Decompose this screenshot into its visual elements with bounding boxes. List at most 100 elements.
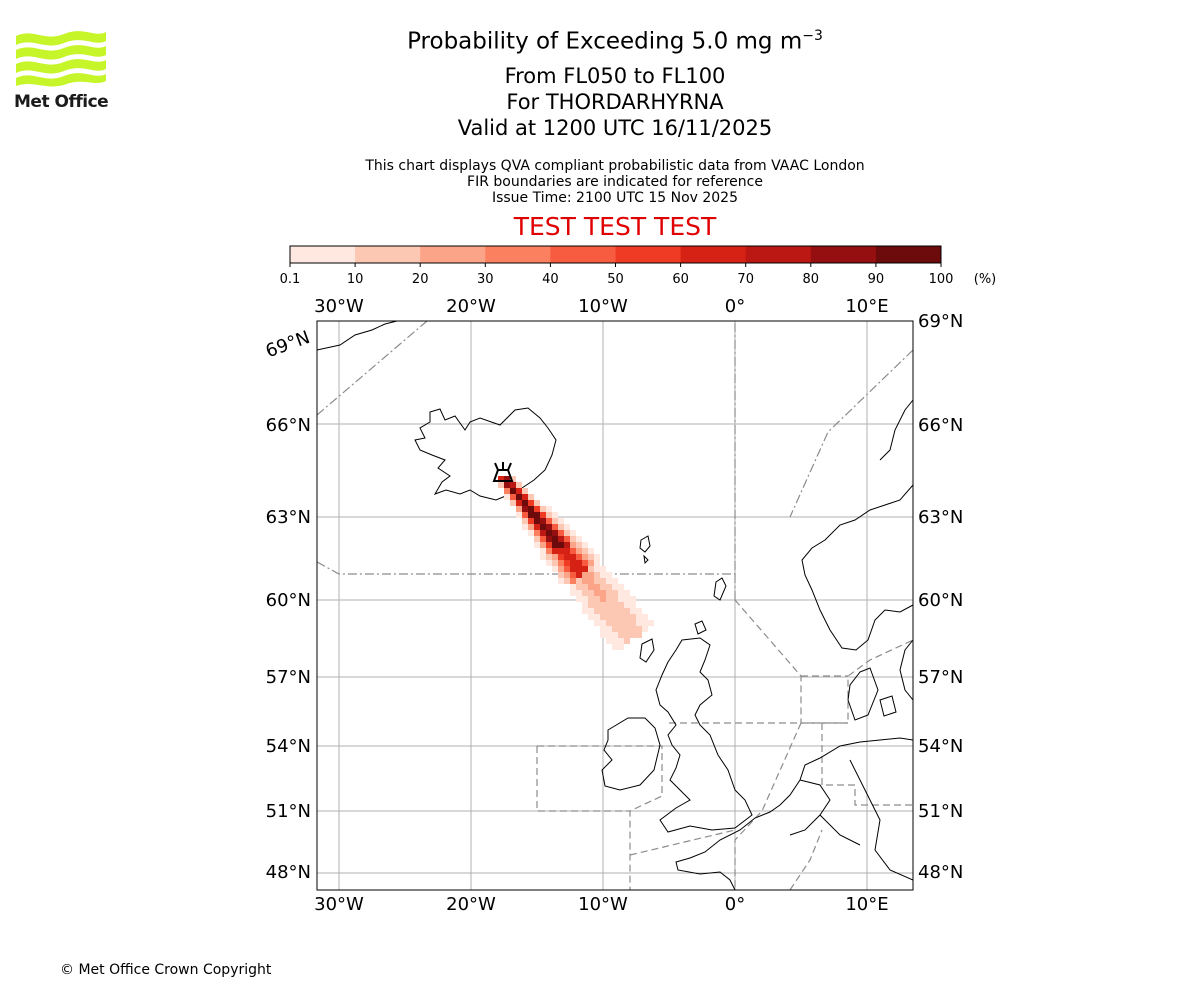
lon-label: 30°W [314,296,364,317]
plume-cell [540,524,546,530]
plume-cell [540,518,546,524]
plume-cell [582,566,588,572]
colorbar-tick-label: 20 [412,272,429,287]
fir-boundaries-dashed [536,599,913,890]
plume-cell [516,494,522,500]
plume-cell [528,512,534,518]
lon-label: 10°W [578,894,628,915]
plume-cell [612,578,618,584]
plume-cell [552,566,558,572]
plume-cell [534,518,540,524]
plume-cell [588,614,594,620]
plume-cell [576,578,582,584]
plume-cell [546,518,552,524]
plume-cell [528,494,534,500]
plume-cell [564,548,570,554]
plume-cell [504,488,510,494]
plume-cell [594,590,600,596]
plume-cell [600,572,606,578]
ash-probability-plume [498,476,654,650]
plume-cell [630,608,636,614]
plume-cell [534,500,540,506]
plume-cell [588,554,594,560]
plume-cell [534,512,540,518]
plume-cell [510,494,516,500]
plume-cell [606,620,612,626]
plume-cell [600,632,606,638]
lat-label: 54°N [266,736,311,757]
plume-cell [594,620,600,626]
met-office-logo-text: Met Office [14,92,109,112]
plume-cell [594,578,600,584]
plume-cell [600,620,606,626]
plume-cell [522,506,528,512]
plume-cell [576,560,582,566]
plume-cell [588,566,594,572]
colorbar-cell [550,246,616,263]
plume-cell [606,638,612,644]
plume-cell [504,494,510,500]
plume-cell [612,614,618,620]
plume-cell [522,524,528,530]
plume-cell [582,590,588,596]
colorbar-tick-label: 50 [607,272,624,287]
plume-cell [594,566,600,572]
colorbar-cell [615,246,682,263]
lat-label: 57°N [918,667,963,688]
plume-cell [528,518,534,524]
plume-cell [630,626,636,632]
plume-cell [588,572,594,578]
plume-cell [504,476,510,482]
plume-cell [570,536,576,542]
colorbar-tick-label: 10 [347,272,364,287]
lon-label: 10°E [845,296,888,317]
plume-cell [582,554,588,560]
plume-cell [576,572,582,578]
plume-cell [618,608,624,614]
colorbar: 0.1 10 20 30 40 50 60 70 80 90 100 (%) [280,245,996,287]
plume-cell [612,596,618,602]
plume-cell [546,542,552,548]
plume-cell [606,626,612,632]
plume-cell [624,626,630,632]
plume-cell [552,518,558,524]
description-line: This chart displays QVA compliant probab… [365,158,865,174]
plume-cell [540,506,546,512]
lon-label: 10°W [578,296,628,317]
colorbar-tick-label: 80 [803,272,820,287]
plume-cell [594,596,600,602]
colorbar-cell [810,246,877,263]
plume-cell [618,638,624,644]
lat-label: 57°N [266,667,311,688]
lat-label: 63°N [266,507,311,528]
plume-cell [618,602,624,608]
plume-cell [612,608,618,614]
plume-cell [612,602,618,608]
plume-cell [582,602,588,608]
plume-cell [606,584,612,590]
lat-label: 69°N [263,327,313,362]
plume-cell [618,626,624,632]
plume-cell [594,554,600,560]
lat-label: 66°N [918,415,963,436]
colorbar-cell [745,246,812,263]
plume-cell [588,608,594,614]
plume-cell [600,608,606,614]
plume-cell [582,542,588,548]
colorbar-tick-label: 90 [868,272,885,287]
lon-label: 10°E [845,894,888,915]
colorbar-cell [290,246,356,263]
plume-cell [642,620,648,626]
plume-cell [570,584,576,590]
lat-label: 63°N [918,507,963,528]
lon-label: 30°W [314,894,364,915]
lat-label: 69°N [918,311,963,332]
plume-cell [528,530,534,536]
plume-cell [570,530,576,536]
plume-cell [546,536,552,542]
plume-cell [630,620,636,626]
plume-cell [504,482,510,488]
plume-cell [624,614,630,620]
plume-cell [570,578,576,584]
plume-cell [510,488,516,494]
